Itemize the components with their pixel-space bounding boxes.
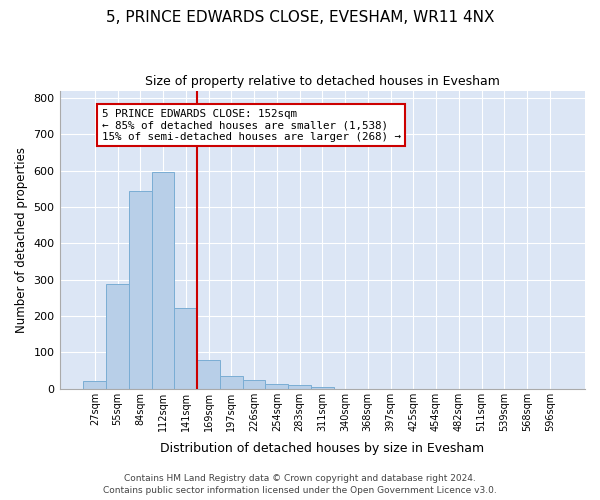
Text: 5, PRINCE EDWARDS CLOSE, EVESHAM, WR11 4NX: 5, PRINCE EDWARDS CLOSE, EVESHAM, WR11 4… xyxy=(106,10,494,25)
Bar xyxy=(129,192,152,388)
Text: 5 PRINCE EDWARDS CLOSE: 152sqm
← 85% of detached houses are smaller (1,538)
15% : 5 PRINCE EDWARDS CLOSE: 152sqm ← 85% of … xyxy=(101,108,401,142)
Bar xyxy=(152,172,175,388)
Text: Contains HM Land Registry data © Crown copyright and database right 2024.
Contai: Contains HM Land Registry data © Crown c… xyxy=(103,474,497,495)
Y-axis label: Number of detached properties: Number of detached properties xyxy=(15,146,28,332)
Bar xyxy=(242,380,265,388)
Bar xyxy=(220,376,242,388)
Bar xyxy=(288,386,311,388)
Bar xyxy=(311,386,334,388)
Bar xyxy=(106,284,129,389)
Bar xyxy=(265,384,288,388)
Bar xyxy=(175,308,197,388)
X-axis label: Distribution of detached houses by size in Evesham: Distribution of detached houses by size … xyxy=(160,442,484,455)
Bar xyxy=(197,360,220,388)
Title: Size of property relative to detached houses in Evesham: Size of property relative to detached ho… xyxy=(145,75,500,88)
Bar xyxy=(83,380,106,388)
